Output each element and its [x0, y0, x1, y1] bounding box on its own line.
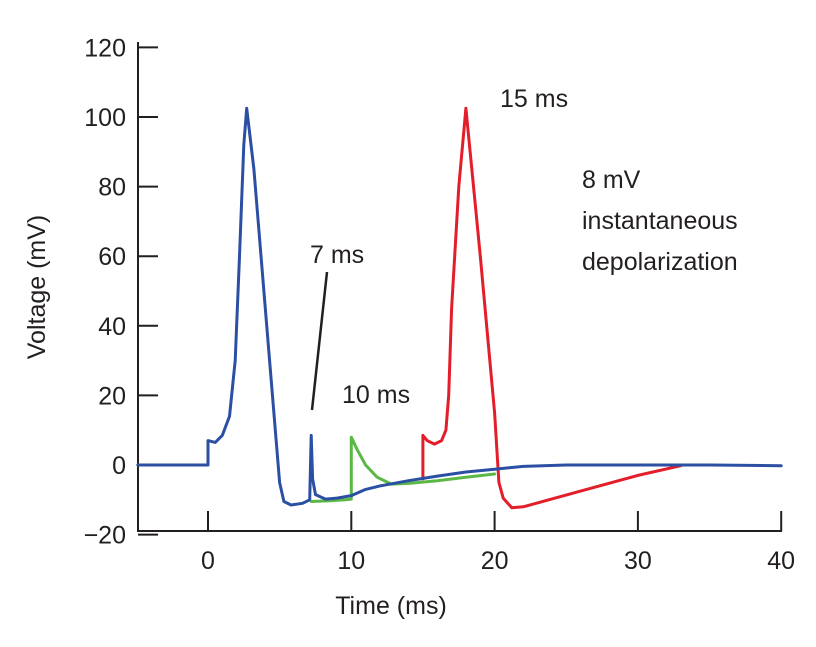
x-tick-label: 10: [337, 547, 365, 575]
y-tick-label: 60: [98, 243, 126, 271]
annotation-15ms: 15 ms: [500, 85, 568, 113]
x-tick-label: 0: [201, 547, 215, 575]
annotation-depolarization-line-1: 8 mV: [582, 166, 641, 194]
y-tick-label: 0: [112, 452, 126, 480]
y-tick-label: 80: [98, 174, 126, 202]
y-tick-label: 100: [84, 104, 126, 132]
y-tick-label: −20: [84, 522, 126, 550]
series-line-1: [421, 106, 683, 510]
annotation-depolarization-line-3: depolarization: [582, 248, 738, 276]
y-axis-title: Voltage (mV): [23, 215, 51, 360]
annotation-10ms: 10 ms: [342, 381, 410, 409]
annotation-pointer-7ms: [310, 271, 329, 411]
x-tick-label: 30: [624, 547, 652, 575]
series-line-2: [136, 106, 783, 507]
annotation-7ms: 7 ms: [310, 241, 364, 269]
x-axis-title: Time (ms): [335, 592, 447, 620]
series-line-0: [309, 435, 497, 503]
y-tick-label: 120: [84, 34, 126, 62]
x-tick-label: 20: [481, 547, 509, 575]
x-tick-label: 40: [767, 547, 795, 575]
series-group: [136, 106, 783, 510]
x-ticks: 0 10 20 30 40: [201, 511, 795, 575]
y-tick-label: 20: [98, 382, 126, 410]
y-ticks: −20 0 20 40 60 80 100 120: [84, 34, 158, 550]
y-tick-label: 40: [98, 313, 126, 341]
annotation-depolarization-line-2: instantaneous: [582, 207, 738, 235]
